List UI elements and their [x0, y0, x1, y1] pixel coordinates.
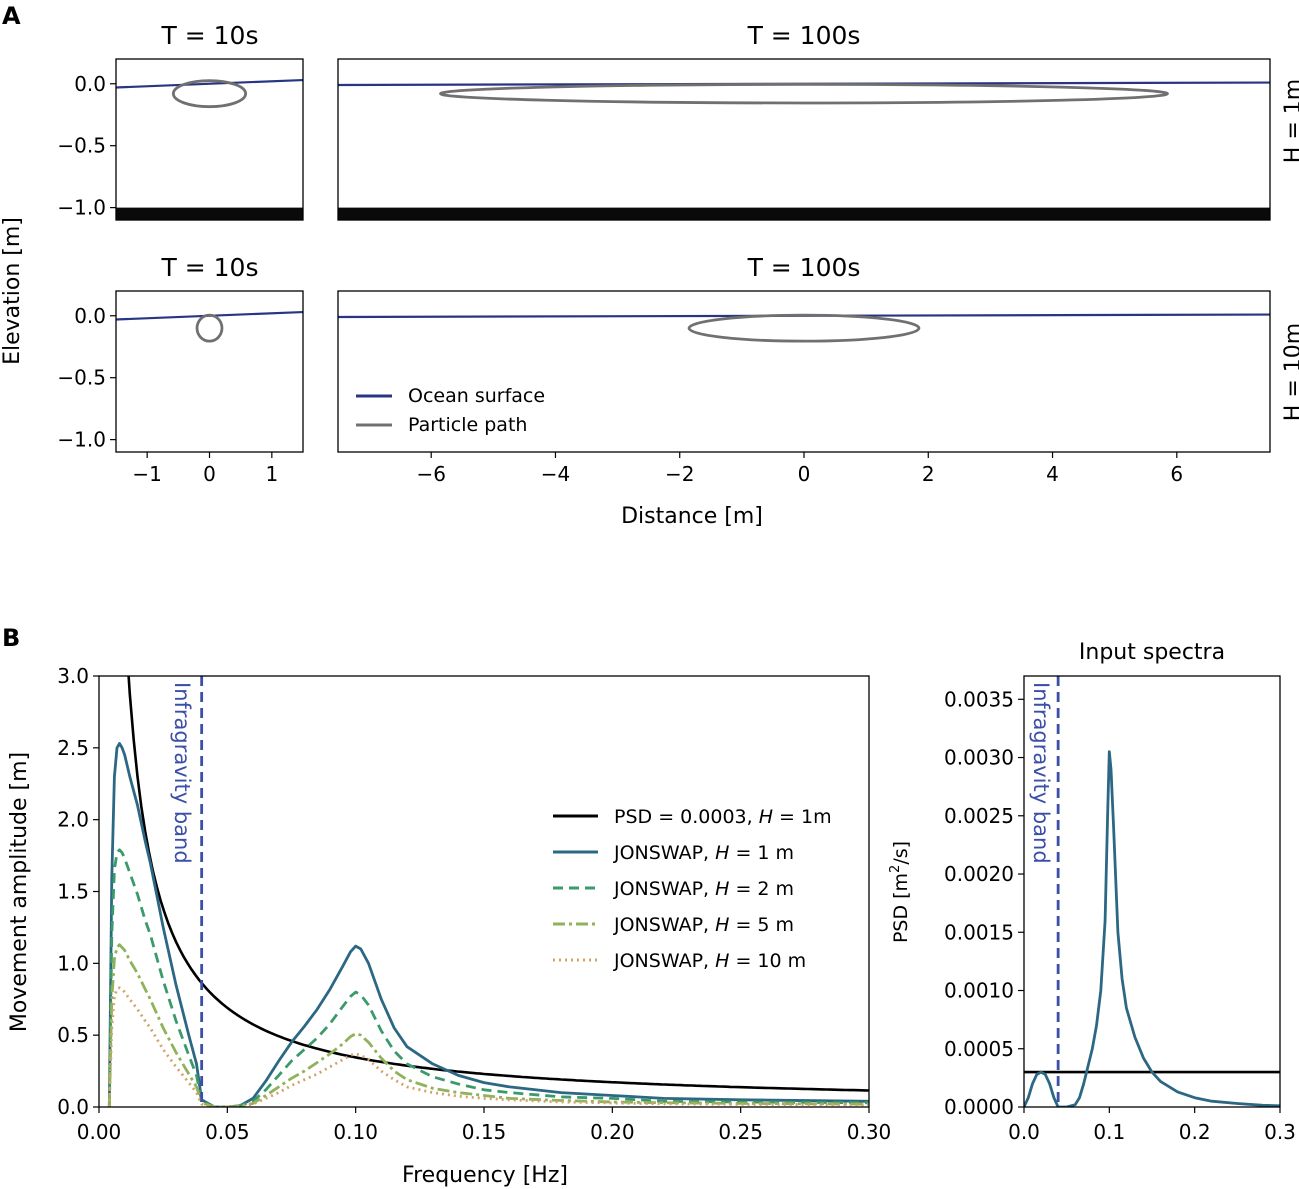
- plot-a1-small: 0.0 −0.5 −1.0: [57, 58, 304, 221]
- legend-jonswap-5-label: JONSWAP, H = 5 m: [613, 914, 794, 936]
- panel-b-spectra-plot: 0.0 0.1 0.2 0.3 0.0000 0.0005 0.0010 0.0015 0.00…: [944, 675, 1296, 1144]
- main-series-group: [107, 676, 869, 1107]
- title-a1-big: T = 100s: [747, 21, 861, 50]
- xtick-label-a2-big-5: 4: [1046, 462, 1059, 486]
- main-ytick-label-0: 0.0: [57, 1095, 89, 1119]
- xtick-label-a2-big-2: −2: [665, 462, 694, 486]
- frame-a1-small: [115, 58, 304, 221]
- title-input-spectra: Input spectra: [1079, 640, 1225, 665]
- xlabel-distance: Distance [m]: [621, 504, 763, 529]
- main-xtick-label-4: 0.20: [590, 1120, 635, 1144]
- spectra-xtick-label-2: 0.2: [1179, 1120, 1211, 1144]
- series-jonswap-1-line: [107, 742, 869, 1107]
- legend-jonswap-1-label: JONSWAP, H = 1 m: [613, 842, 794, 864]
- legend-a: Ocean surface Particle path: [356, 385, 545, 436]
- xlabel-frequency: Frequency [Hz]: [402, 1163, 568, 1188]
- frame-a1-big: [337, 58, 1271, 221]
- particle-path-a2-big: [687, 313, 921, 343]
- particle-path-a1-big: [439, 82, 1169, 105]
- spectra-ytick-label-7: 0.0035: [944, 687, 1014, 711]
- xtick-label-a2-big-3: 0: [798, 462, 811, 486]
- ytick-label-a2-small-2: −1.0: [57, 428, 106, 452]
- panel-label-a: A: [2, 2, 21, 30]
- ylabel-movement: Movement amplitude [m]: [7, 752, 32, 1032]
- spectra-ytick-label-1: 0.0005: [944, 1037, 1014, 1061]
- ylabel-elevation: Elevation [m]: [0, 217, 25, 365]
- main-xtick-label-5: 0.25: [718, 1120, 763, 1144]
- seabed-a1-small: [116, 207, 303, 220]
- spectra-xtick-label-1: 0.1: [1093, 1120, 1125, 1144]
- spectra-ytick-label-4: 0.0020: [944, 862, 1014, 886]
- main-ytick-label-6: 3.0: [57, 664, 89, 688]
- spectra-ytick-label-2: 0.0010: [944, 979, 1014, 1003]
- main-xtick-label-6: 0.30: [847, 1120, 892, 1144]
- xtick-label-a2-big-6: 6: [1170, 462, 1183, 486]
- main-xtick-label-2: 0.10: [333, 1120, 378, 1144]
- main-xtick-label-1: 0.05: [205, 1120, 250, 1144]
- spectra-ytick-label-3: 0.0015: [944, 920, 1014, 944]
- plot-a2-small: 0.0 −0.5 −1.0 −1 0 1: [57, 290, 304, 486]
- spectra-ytick-label-5: 0.0025: [944, 804, 1014, 828]
- xtick-label-a2-small-1: 0: [203, 462, 216, 486]
- legend-ocean-label: Ocean surface: [408, 385, 545, 407]
- title-a1-small: T = 10s: [161, 21, 259, 50]
- main-xtick-label-3: 0.15: [462, 1120, 507, 1144]
- legend-jonswap-2-label: JONSWAP, H = 2 m: [613, 878, 794, 900]
- series-jonswap-3-line: [107, 943, 869, 1107]
- ytick-label-a2-small-0: 0.0: [74, 304, 106, 328]
- main-ytick-label-2: 1.0: [57, 951, 89, 975]
- ocean-surface-a1-small: [115, 78, 304, 89]
- legend-jonswap-10-label: JONSWAP, H = 10 m: [613, 950, 806, 972]
- ylabel-psd: PSD [m2/s]: [888, 841, 912, 943]
- title-a2-small: T = 10s: [161, 253, 259, 282]
- panel-b-main-plot: 0.00 0.05 0.10 0.15 0.20 0.25 0.30 0.0 0.5 1.0 1.5…: [57, 664, 892, 1144]
- panel-label-b: B: [2, 624, 20, 652]
- plot-a2-big: −6 −4 −2 0 2 4 6: [337, 290, 1271, 486]
- panel-a-plots: 0.0 −0.5 −1.0 0.0 −0.5 −1.0 −1 0 1 −6 −4 −2 0 2 4 6: [57, 58, 1271, 486]
- spectra-xtick-label-3: 0.3: [1264, 1120, 1296, 1144]
- row-label-h1: H = 1m: [1281, 79, 1299, 163]
- particle-path-a1-small: [171, 79, 248, 109]
- ytick-label-a1-small-2: −1.0: [57, 196, 106, 220]
- spectra-jonswap-line: [1024, 750, 1280, 1107]
- xtick-label-a2-small-0: −1: [132, 462, 161, 486]
- main-ytick-label-5: 2.5: [57, 736, 89, 760]
- spectra-xtick-label-0: 0.0: [1008, 1120, 1040, 1144]
- legend-psd-label: PSD = 0.0003, H = 1m: [614, 806, 832, 828]
- row-label-h10: H = 10m: [1281, 323, 1299, 421]
- main-xtick-label-0: 0.00: [77, 1120, 122, 1144]
- infragravity-label-main: Infragravity band: [170, 682, 194, 864]
- series-psd-line: [127, 676, 869, 1092]
- xtick-label-a2-big-1: −4: [541, 462, 570, 486]
- main-ytick-label-1: 0.5: [57, 1023, 89, 1047]
- spectra-ytick-label-0: 0.0000: [944, 1095, 1014, 1119]
- ytick-label-a1-small-0: 0.0: [74, 72, 106, 96]
- series-jonswap-2-line: [107, 848, 869, 1107]
- xtick-label-a2-big-0: −6: [416, 462, 445, 486]
- infragravity-label-spectra: Infragravity band: [1029, 682, 1053, 864]
- spectra-ytick-label-6: 0.0030: [944, 746, 1014, 770]
- legend-particle-label: Particle path: [408, 414, 527, 436]
- legend-b: PSD = 0.0003, H = 1m JONSWAP, H = 1 m JO…: [553, 806, 832, 972]
- main-ytick-label-3: 1.5: [57, 880, 89, 904]
- seabed-a1-big: [338, 207, 1270, 220]
- particle-path-a2-small: [195, 313, 224, 343]
- frame-spectra: [1023, 675, 1281, 1108]
- xtick-label-a2-small-2: 1: [265, 462, 278, 486]
- ytick-label-a1-small-1: −0.5: [57, 134, 106, 158]
- ytick-label-a2-small-1: −0.5: [57, 366, 106, 390]
- main-ytick-label-4: 2.0: [57, 808, 89, 832]
- spectra-series-group: [1024, 750, 1280, 1107]
- title-a2-big: T = 100s: [747, 253, 861, 282]
- xtick-label-a2-big-4: 2: [922, 462, 935, 486]
- plot-a1-big: [337, 58, 1271, 221]
